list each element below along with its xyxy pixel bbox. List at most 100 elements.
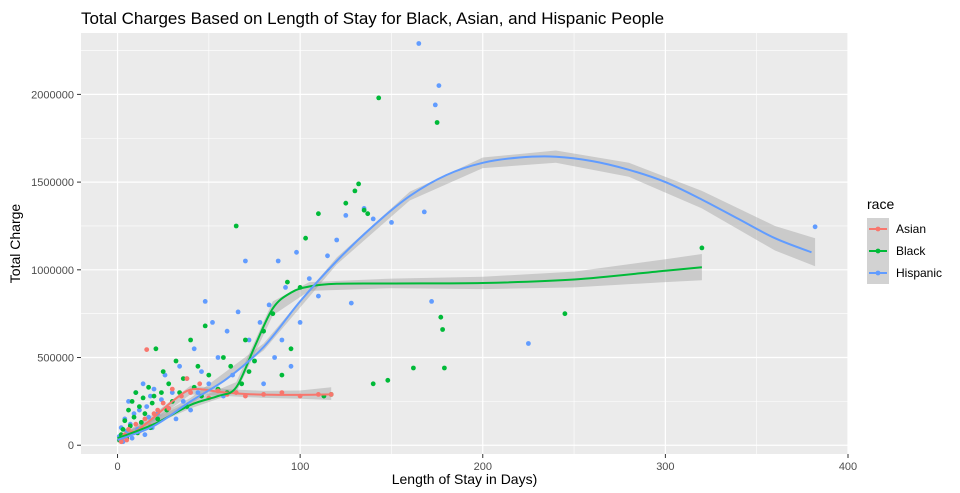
point-hispanic	[283, 285, 288, 290]
legend-label-hispanic: Hispanic	[896, 266, 942, 280]
point-hispanic	[202, 299, 208, 304]
point-hispanic	[169, 390, 175, 395]
point-hispanic	[436, 83, 442, 88]
point-hispanic	[421, 209, 427, 215]
legend-point-black	[875, 248, 881, 254]
x-tick-label: 100	[291, 461, 309, 473]
point-asian	[144, 347, 150, 352]
point-black	[221, 355, 226, 360]
point-asian	[133, 421, 139, 427]
x-tick-label: 400	[839, 461, 857, 473]
point-black	[155, 416, 161, 422]
point-hispanic	[195, 390, 201, 395]
legend: race Asian Black Hispanic	[867, 196, 942, 284]
point-hispanic	[180, 399, 186, 404]
y-axis-label: Total Charge	[7, 204, 23, 284]
point-black	[195, 363, 201, 369]
point-hispanic	[266, 302, 272, 308]
point-black	[140, 395, 146, 401]
point-hispanic	[137, 407, 142, 413]
point-black	[206, 372, 212, 378]
point-hispanic	[275, 258, 281, 264]
point-asian	[126, 427, 131, 432]
point-asian	[197, 381, 203, 387]
point-black	[239, 381, 245, 387]
data-points	[116, 41, 818, 445]
point-hispanic	[261, 381, 266, 387]
point-black	[279, 372, 285, 378]
point-hispanic	[526, 341, 531, 346]
point-hispanic	[812, 224, 818, 230]
point-hispanic	[129, 435, 135, 441]
y-tick-label: 500000	[37, 353, 74, 365]
point-black	[159, 390, 164, 395]
point-asian	[169, 386, 175, 392]
point-hispanic	[210, 320, 215, 325]
point-black	[699, 245, 705, 251]
point-hispanic	[142, 432, 148, 438]
x-tick-label: 0	[114, 461, 120, 473]
grid-major	[81, 33, 849, 454]
point-black	[252, 358, 257, 364]
point-hispanic	[146, 414, 152, 420]
point-hispanic	[288, 363, 294, 369]
point-hispanic	[191, 346, 197, 352]
point-black	[149, 400, 155, 406]
point-black	[160, 369, 166, 374]
point-asian	[279, 390, 285, 395]
point-black	[361, 207, 367, 213]
y-tick-label: 1500000	[31, 177, 74, 189]
smooth-line-black	[117, 266, 702, 440]
point-black	[129, 399, 135, 404]
smooth-lines	[117, 155, 812, 441]
point-black	[288, 346, 294, 352]
point-black	[370, 381, 376, 387]
y-tick-label: 1000000	[31, 265, 74, 277]
point-hispanic	[297, 320, 303, 325]
smooth-line-asian	[117, 388, 332, 441]
point-black	[303, 235, 308, 241]
point-black	[385, 377, 391, 383]
point-hispanic	[144, 404, 150, 409]
point-hispanic	[177, 363, 183, 369]
point-black	[166, 381, 172, 387]
point-black	[173, 358, 179, 364]
point-black	[180, 376, 186, 381]
point-hispanic	[131, 411, 137, 417]
point-black	[243, 337, 248, 343]
point-black	[316, 211, 321, 217]
point-black	[137, 404, 142, 409]
point-black	[146, 384, 152, 390]
point-hispanic	[224, 328, 230, 334]
confidence-band-asian	[117, 385, 332, 443]
point-hispanic	[316, 293, 321, 299]
point-hispanic	[173, 416, 179, 422]
point-black	[562, 311, 568, 317]
point-asian	[184, 376, 190, 381]
point-black	[440, 327, 445, 332]
point-black	[246, 369, 252, 374]
point-black	[352, 188, 358, 194]
point-asian	[118, 439, 124, 445]
point-black	[188, 337, 194, 343]
point-black	[434, 120, 440, 125]
point-asian	[160, 400, 166, 406]
point-hispanic	[272, 355, 277, 360]
point-black	[120, 427, 126, 432]
point-hispanic	[257, 320, 263, 325]
grid-minor	[81, 33, 848, 454]
point-hispanic	[188, 407, 194, 413]
point-asian	[188, 390, 194, 395]
point-black	[133, 390, 139, 395]
point-hispanic	[432, 102, 438, 108]
point-asian	[166, 406, 172, 411]
point-black	[202, 323, 208, 329]
point-black	[270, 311, 276, 317]
point-black	[233, 223, 239, 229]
legend-title: race	[867, 196, 894, 212]
point-hispanic	[325, 253, 330, 259]
point-black	[356, 181, 361, 187]
point-hispanic	[243, 258, 248, 264]
x-axis: 0 100 200 300 400	[114, 454, 857, 473]
